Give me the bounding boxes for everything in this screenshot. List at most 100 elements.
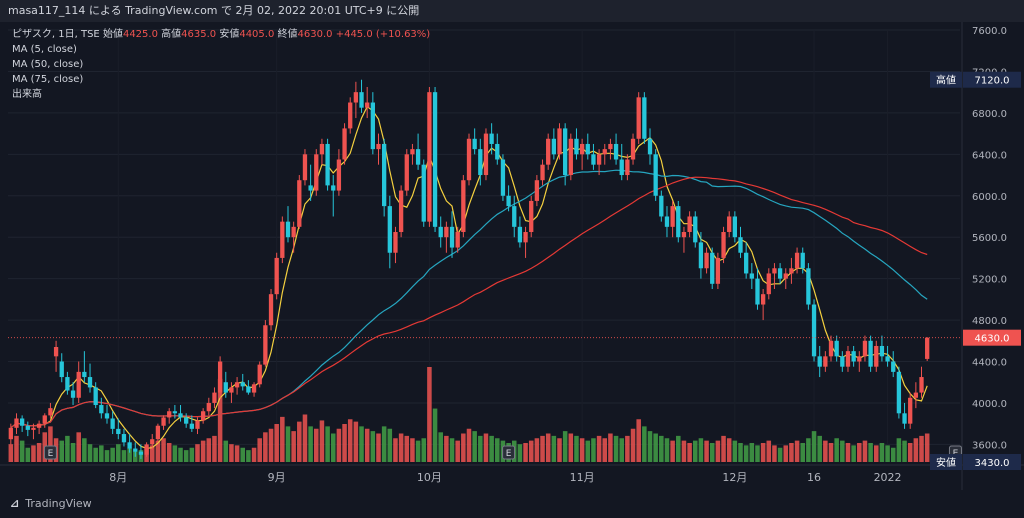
volume-bar <box>760 443 766 462</box>
volume-bar <box>579 438 585 462</box>
candle-body <box>8 427 13 440</box>
indicator-ma5[interactable]: MA (5, close) <box>12 44 77 55</box>
volume-bar <box>82 438 87 462</box>
y-tick-label: 6800.0 <box>972 109 1007 120</box>
candle-body <box>834 340 839 357</box>
indicator-ma75[interactable]: MA (75, close) <box>12 74 84 85</box>
volume-bar <box>642 426 647 462</box>
volume-bar <box>116 444 121 462</box>
price-tag-label: 高値 <box>936 74 956 87</box>
candle-body <box>104 413 110 419</box>
candle-body <box>42 415 47 424</box>
candle-body <box>840 356 845 367</box>
volume-bar <box>65 435 70 462</box>
candlesticks <box>8 79 930 459</box>
candle-body <box>36 423 42 428</box>
volume-bar <box>246 450 251 462</box>
candle-body <box>613 143 619 160</box>
candle-body <box>240 382 245 387</box>
price-tag: 高値 7120.0 <box>930 71 1021 88</box>
brand-name[interactable]: TradingView <box>25 497 92 510</box>
x-tick-label: 16 <box>807 471 821 484</box>
candle-body <box>698 242 704 269</box>
volume-bar <box>828 443 834 462</box>
candle-body <box>630 138 636 160</box>
candle-body <box>382 143 387 207</box>
candle-body <box>800 252 805 269</box>
candle-body <box>540 164 545 181</box>
y-tick-label: 5200.0 <box>972 275 1007 286</box>
tradingview-logo-icon[interactable]: ⊿ <box>10 497 20 510</box>
volume-bar <box>698 438 704 462</box>
candle-body <box>82 371 87 378</box>
candle-body <box>212 392 217 403</box>
volume-bar <box>862 440 868 462</box>
candle-body <box>121 434 127 443</box>
candle-body <box>178 413 183 418</box>
volume-bar <box>76 432 81 462</box>
volume-bars <box>8 367 930 462</box>
candle-body <box>557 128 562 155</box>
candle-body <box>302 154 308 181</box>
volume-bar <box>738 443 743 462</box>
volume-bar <box>127 447 132 462</box>
candle-body <box>845 351 851 367</box>
price-tag-value: 3430.0 <box>975 458 1010 469</box>
candle-body <box>664 216 670 227</box>
volume-bar <box>455 440 460 462</box>
volume-bar <box>364 428 370 462</box>
price-tag-label-bg <box>930 71 962 88</box>
price-tag-label-bg <box>930 454 962 470</box>
volume-bar <box>427 367 432 462</box>
volume-bar <box>653 433 658 462</box>
volume-bar <box>534 438 540 462</box>
volume-bar <box>404 435 410 462</box>
candle-body <box>704 252 709 269</box>
volume-bar <box>200 440 206 462</box>
candle-body <box>529 200 534 233</box>
candle-body <box>517 226 523 243</box>
candle-body <box>806 268 811 305</box>
candle-body <box>523 232 528 243</box>
volume-bar <box>670 440 675 462</box>
volume-bar <box>461 433 466 462</box>
volume-bar <box>732 440 738 462</box>
volume-bar <box>149 445 155 462</box>
candle-body <box>925 337 930 359</box>
candle-body <box>172 411 178 414</box>
publish-line: masa117_114 による TradingView.com で 2月 02,… <box>8 4 420 17</box>
candle-body <box>506 195 511 207</box>
candle-body <box>512 206 517 227</box>
volume-bar <box>291 431 296 462</box>
volume-bar <box>681 440 687 462</box>
candle-body <box>642 97 647 139</box>
candle-body <box>670 206 675 227</box>
candle-body <box>427 92 432 222</box>
candle-body <box>280 221 285 258</box>
candle-body <box>608 143 613 150</box>
volume-bar <box>381 426 387 462</box>
candle-body <box>721 232 726 258</box>
candle-body <box>410 149 415 155</box>
high-value: 4635.0 <box>181 29 217 40</box>
volume-bar <box>896 438 902 462</box>
volume-bar <box>189 447 195 462</box>
candle-body <box>167 411 172 418</box>
candle-body <box>534 180 540 201</box>
indicator-ma50[interactable]: MA (50, close) <box>12 59 84 70</box>
close-value: 4630.0 <box>297 29 333 40</box>
y-tick-label: 6000.0 <box>972 192 1007 203</box>
price-chart[interactable]: 3600.0 4000.0 4400.0 4800.0 5200.0 5600.0 6000… <box>0 22 1024 490</box>
candle-body <box>495 143 500 160</box>
volume-bar <box>212 435 217 462</box>
candle-body <box>268 294 274 326</box>
candle-body <box>229 387 234 393</box>
y-tick-label: 4800.0 <box>972 316 1007 327</box>
candle-body <box>365 102 370 108</box>
candle-body <box>681 232 687 238</box>
candle-body <box>659 195 664 217</box>
indicator-volume[interactable]: 出来高 <box>12 89 42 100</box>
volume-bar <box>834 438 839 462</box>
candle-body <box>760 294 766 305</box>
candle-body <box>336 159 342 191</box>
